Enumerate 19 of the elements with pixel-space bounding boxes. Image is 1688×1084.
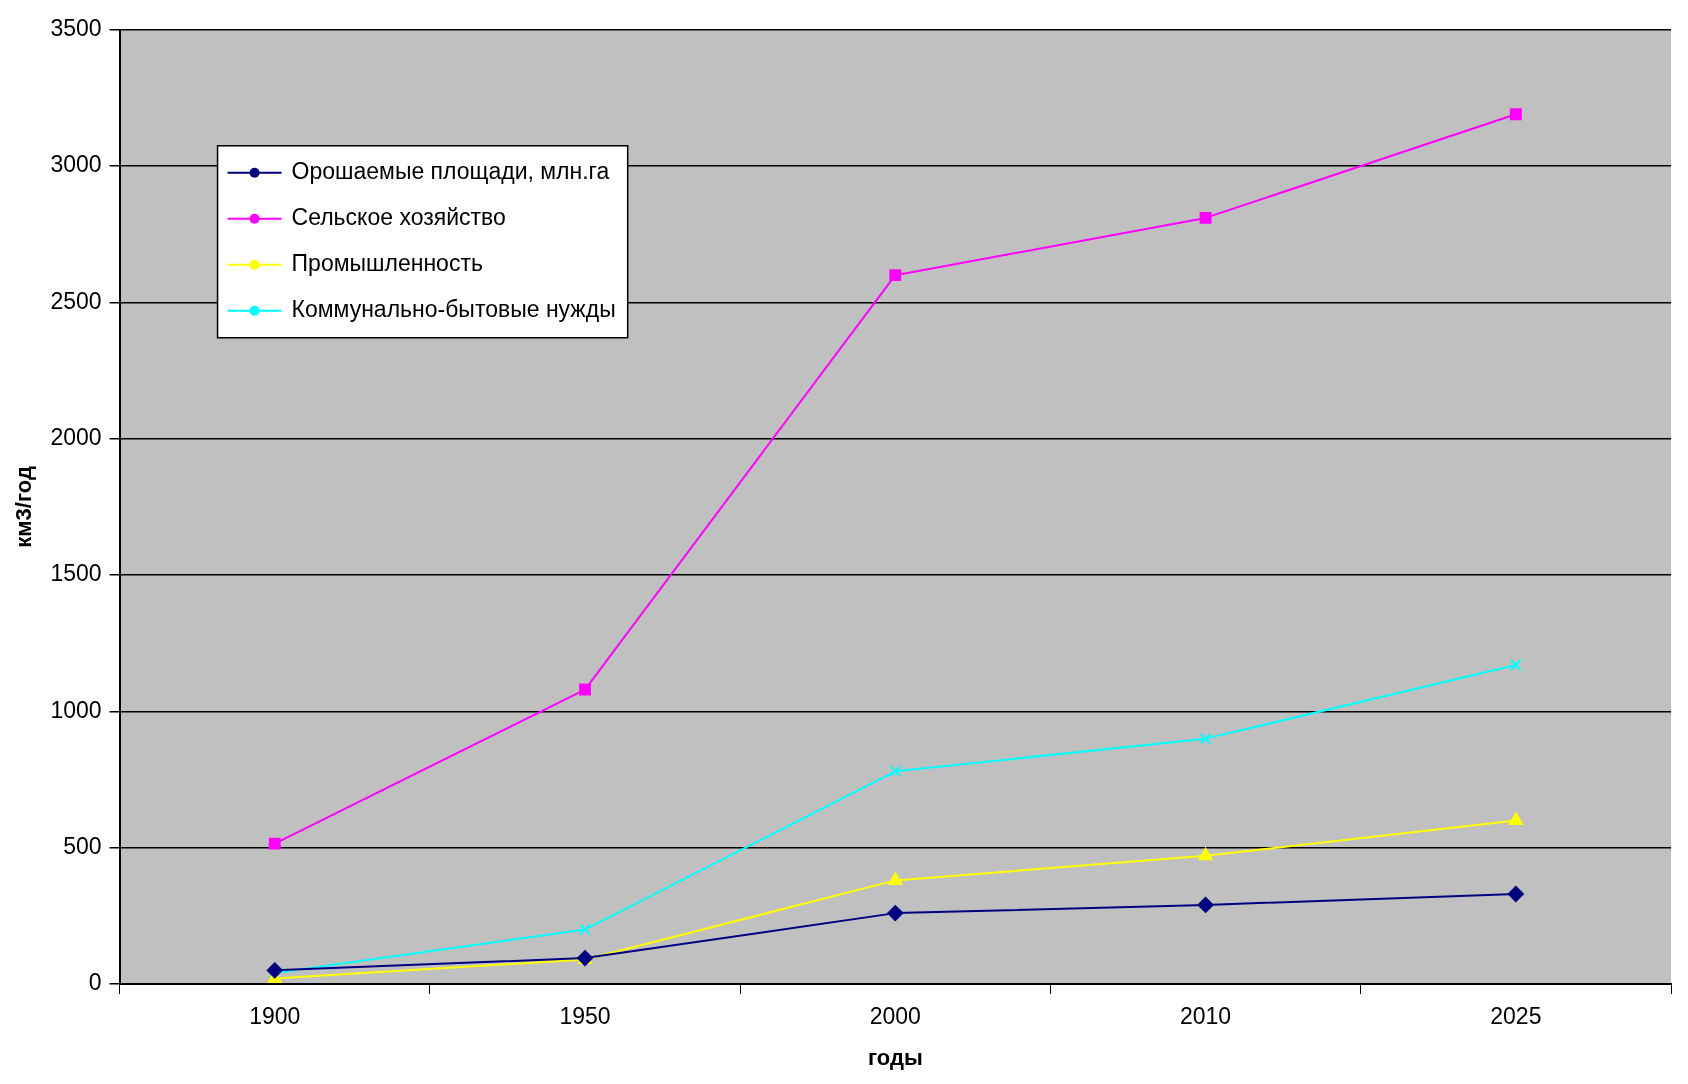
legend-label: Сельское хозяйство	[291, 204, 506, 231]
legend-label: Орошаемые площади, млн.га	[291, 158, 610, 185]
y-tick-label: 3500	[50, 15, 102, 42]
x-tick-label: 2025	[1490, 1003, 1542, 1030]
y-tick-label: 2000	[50, 424, 102, 451]
x-tick-label: 1950	[559, 1003, 611, 1030]
x-tick-label: 2000	[869, 1003, 921, 1030]
y-tick-label: 500	[63, 833, 102, 860]
x-tick-label: 2010	[1179, 1003, 1232, 1030]
legend-label: Промышленность	[291, 250, 483, 277]
y-tick-label: 0	[88, 969, 102, 996]
y-tick-label: 1000	[50, 696, 102, 723]
x-axis-title: годы	[867, 1044, 923, 1070]
y-tick-label: 3000	[50, 151, 102, 178]
y-axis-title: км3/год	[11, 466, 37, 548]
y-tick-label: 1500	[50, 560, 102, 587]
legend-label: Коммунально-бытовые нужды	[291, 296, 616, 323]
y-tick-label: 2500	[50, 287, 102, 314]
x-tick-label: 1900	[249, 1003, 301, 1030]
